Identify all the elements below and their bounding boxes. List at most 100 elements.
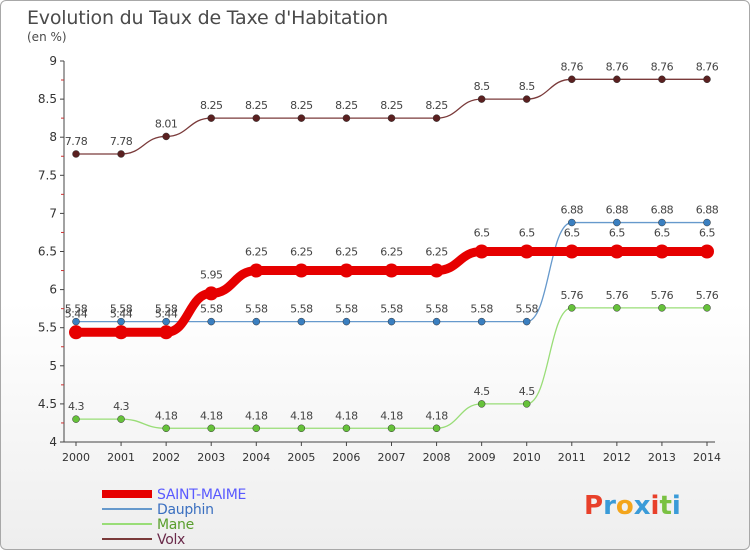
y-tick-label: 4	[49, 435, 57, 449]
data-point-saint-maime	[69, 325, 83, 340]
data-label-saint-maime: 6.5	[654, 227, 670, 240]
data-point-dauphin	[162, 317, 170, 326]
data-point-dauphin	[252, 317, 261, 326]
data-point-dauphin	[207, 317, 215, 326]
data-point-volx	[297, 114, 306, 122]
x-tick-label: 2008	[423, 451, 451, 464]
data-label-saint-maime: 6.25	[335, 246, 358, 259]
data-point-mane	[252, 424, 261, 433]
y-tick-label: 6.5	[38, 245, 57, 259]
data-point-dauphin	[432, 317, 441, 326]
data-point-mane	[568, 304, 576, 312]
data-point-saint-maime	[249, 263, 264, 278]
data-label-volx: 8.76	[696, 60, 719, 73]
data-label-mane: 5.76	[606, 289, 629, 302]
data-label-saint-maime: 5.44	[110, 307, 133, 320]
legend-label-volx: Volx	[157, 532, 185, 548]
data-label-mane: 5.76	[696, 289, 719, 302]
data-point-mane	[162, 424, 170, 433]
data-label-dauphin: 6.88	[651, 204, 674, 217]
data-point-dauphin	[387, 317, 396, 326]
data-point-mane	[703, 304, 711, 312]
data-point-dauphin	[568, 218, 576, 227]
data-point-volx	[613, 75, 621, 84]
data-label-saint-maime: 6.25	[290, 246, 313, 259]
x-tick-label: 2006	[332, 451, 360, 464]
data-point-saint-maime	[294, 263, 309, 278]
data-label-mane: 4.18	[200, 409, 223, 422]
data-point-mane	[613, 304, 621, 312]
data-label-volx: 8.25	[425, 99, 448, 112]
data-label-mane: 4.5	[474, 385, 490, 398]
data-point-volx	[658, 75, 666, 84]
data-label-mane: 4.18	[425, 409, 448, 422]
data-label-volx: 8.5	[474, 80, 490, 93]
data-label-volx: 8.76	[606, 60, 629, 73]
data-label-dauphin: 6.88	[696, 204, 719, 217]
data-label-mane: 4.18	[335, 409, 358, 422]
data-label-mane: 5.76	[651, 289, 674, 302]
data-point-saint-maime	[474, 244, 489, 259]
chart-subtitle: (en %)	[27, 30, 67, 44]
y-tick-label: 7	[49, 206, 57, 220]
data-point-saint-maime	[429, 263, 444, 278]
data-point-volx	[703, 75, 711, 84]
data-label-mane: 4.3	[113, 400, 129, 413]
data-label-volx: 8.76	[651, 60, 674, 73]
y-tick-label: 8.5	[38, 92, 57, 106]
data-label-dauphin: 5.58	[110, 303, 133, 316]
data-label-dauphin: 5.58	[380, 303, 403, 316]
x-tick-label: 2009	[468, 451, 496, 464]
data-label-dauphin: 5.58	[425, 303, 448, 316]
data-label-mane: 5.76	[561, 289, 584, 302]
data-label-saint-maime: 6.25	[425, 246, 448, 259]
data-point-volx	[72, 150, 80, 158]
data-point-volx	[477, 95, 486, 103]
data-label-volx: 8.01	[155, 117, 178, 130]
data-point-dauphin	[658, 218, 666, 227]
data-point-dauphin	[613, 218, 621, 227]
data-label-volx: 7.78	[65, 135, 88, 148]
data-point-dauphin	[477, 317, 486, 326]
x-tick-label: 2011	[558, 451, 586, 464]
x-tick-label: 2001	[107, 451, 135, 464]
data-point-mane	[658, 304, 666, 312]
x-tick-label: 2003	[197, 451, 225, 464]
data-point-mane	[72, 415, 80, 423]
y-tick-label: 9	[49, 54, 57, 68]
data-label-mane: 4.18	[245, 409, 268, 422]
data-point-mane	[342, 424, 351, 433]
data-point-mane	[522, 400, 531, 408]
data-point-dauphin	[342, 317, 351, 326]
series-line-mane	[75, 307, 708, 429]
data-label-saint-maime: 6.25	[380, 246, 403, 259]
data-label-dauphin: 5.58	[515, 303, 538, 316]
data-point-saint-maime	[339, 263, 354, 278]
data-point-volx	[342, 114, 351, 122]
data-point-saint-maime	[700, 244, 714, 259]
data-label-mane: 4.5	[519, 385, 535, 398]
data-label-saint-maime: 6.5	[519, 227, 535, 240]
y-tick-label: 8	[49, 130, 57, 144]
data-point-mane	[207, 424, 215, 433]
x-tick-label: 2014	[693, 451, 721, 464]
legend-label-mane: Mane	[157, 517, 194, 533]
data-label-volx: 8.5	[519, 80, 535, 93]
x-tick-label: 2010	[513, 451, 541, 464]
data-point-saint-maime	[114, 325, 129, 340]
x-tick-label: 2013	[648, 451, 676, 464]
legend-label-saint-maime: SAINT-MAIME	[157, 487, 246, 503]
data-point-volx	[522, 95, 531, 103]
data-label-volx: 8.25	[335, 99, 358, 112]
data-label-dauphin: 5.58	[290, 303, 313, 316]
data-label-dauphin: 5.58	[65, 303, 88, 316]
data-point-saint-maime	[519, 244, 534, 259]
proxiti-logo: Proxiti	[584, 491, 681, 521]
y-tick-label: 4.5	[38, 397, 57, 411]
data-point-volx	[207, 114, 215, 122]
data-point-volx	[252, 114, 261, 122]
data-label-saint-maime: 6.5	[699, 227, 715, 240]
data-point-volx	[117, 150, 125, 158]
